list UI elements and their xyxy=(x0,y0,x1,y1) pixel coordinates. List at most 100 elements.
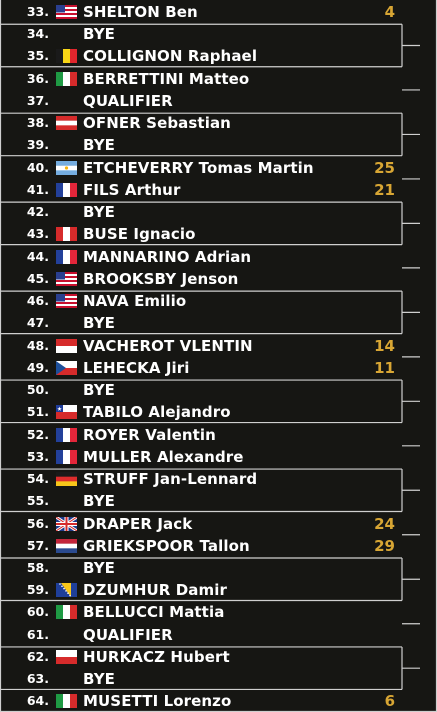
seed-number: 11 xyxy=(374,358,395,377)
usa-flag xyxy=(56,5,77,19)
draw-position: 54. xyxy=(26,471,49,487)
draw-position: 39. xyxy=(26,137,49,153)
bye-slot: BYE xyxy=(83,25,116,44)
player-name: LEHECKA Jiri xyxy=(83,358,190,377)
draw-position: 63. xyxy=(26,671,49,687)
player-name: MULLER Alexandre xyxy=(83,447,244,466)
draw-row: 46. NAVA Emilio xyxy=(0,290,437,312)
draw-row: 49. LEHECKA Jiri 11 xyxy=(0,357,437,379)
draw-position: 35. xyxy=(26,48,49,64)
peru-flag xyxy=(56,227,77,242)
draw-position: 37. xyxy=(26,92,49,108)
draw-row: 64. MUSETTI Lorenzo 6 xyxy=(0,690,437,712)
draw-position: 48. xyxy=(26,337,49,353)
draw-row: 36. BERRETTINI Matteo xyxy=(0,68,437,90)
draw-row: 50. BYE xyxy=(0,379,437,401)
draw-row: 45. BROOKSBY Jenson xyxy=(0,268,437,290)
italy-flag xyxy=(56,605,77,620)
draw-row: 39. BYE xyxy=(0,134,437,156)
draw-position: 52. xyxy=(26,426,49,442)
player-name: NAVA Emilio xyxy=(83,292,187,311)
draw-position: 34. xyxy=(26,26,49,42)
draw-row: 55. BYE xyxy=(0,490,437,512)
player-name: DRAPER Jack xyxy=(83,514,193,533)
draw-row: 54. STRUFF Jan-Lennard xyxy=(0,468,437,490)
draw-position: 50. xyxy=(26,382,49,398)
player-name: COLLIGNON Raphael xyxy=(83,47,258,66)
player-name: OFNER Sebastian xyxy=(83,114,231,133)
seed-number: 4 xyxy=(384,3,395,21)
draw-row: 62. HURKACZ Hubert xyxy=(0,646,437,668)
france-flag xyxy=(56,449,77,464)
draw-row: 37. QUALIFIER xyxy=(0,90,437,112)
draw-row: 61. QUALIFIER xyxy=(0,624,437,646)
czech-flag xyxy=(56,360,77,375)
seed-number: 14 xyxy=(374,336,395,355)
player-name: ETCHEVERRY Tomas Martin xyxy=(83,158,314,177)
player-name: STRUFF Jan-Lennard xyxy=(83,470,258,489)
draw-position: 41. xyxy=(26,181,49,197)
draw-position: 56. xyxy=(26,515,49,531)
player-name: ROYER Valentin xyxy=(83,425,216,444)
bye-slot: BYE xyxy=(83,670,116,689)
draw-position: 55. xyxy=(26,493,49,509)
player-name: BROOKSBY Jenson xyxy=(83,269,239,288)
player-name: BUSE Ignacio xyxy=(83,225,196,244)
netherlands-flag xyxy=(56,538,77,553)
draw-position: 58. xyxy=(26,560,49,575)
chile-flag xyxy=(56,405,77,420)
player-name: VACHEROT VLENTIN xyxy=(83,336,253,355)
austria-flag xyxy=(56,116,77,131)
draw-position: 44. xyxy=(26,248,49,264)
draw-row: 56. DRAPER Jack 24 xyxy=(0,513,437,535)
argentina-flag xyxy=(56,160,77,175)
seed-number: 24 xyxy=(374,514,395,533)
bye-slot: BYE xyxy=(83,492,116,511)
france-flag xyxy=(56,182,77,197)
seed-number: 25 xyxy=(374,158,395,177)
draw-position: 62. xyxy=(26,648,49,664)
seed-number: 21 xyxy=(374,180,395,199)
draw-row: 47. BYE xyxy=(0,312,437,334)
uk-flag xyxy=(56,516,77,531)
qualifier-slot: QUALIFIER xyxy=(83,91,173,110)
draw-position: 43. xyxy=(26,226,49,242)
draw-row: 41. FILS Arthur 21 xyxy=(0,179,437,201)
draw-position: 59. xyxy=(26,582,49,598)
player-name: SHELTON Ben xyxy=(83,3,198,21)
bosnia-flag xyxy=(56,583,77,598)
draw-row: 42. BYE xyxy=(0,201,437,223)
france-flag xyxy=(56,249,77,264)
draw-row: 57. GRIEKSPOOR Tallon 29 xyxy=(0,535,437,557)
draw-row: 40. ETCHEVERRY Tomas Martin 25 xyxy=(0,157,437,179)
draw-position: 38. xyxy=(26,115,49,131)
bye-slot: BYE xyxy=(83,314,116,333)
draw-row: 59. DZUMHUR Damir xyxy=(0,579,437,601)
poland-flag xyxy=(56,649,77,664)
usa-flag xyxy=(56,271,77,286)
draw-row: 63. BYE xyxy=(0,668,437,690)
player-name: GRIEKSPOOR Tallon xyxy=(83,536,250,555)
italy-flag xyxy=(56,694,77,709)
draw-position: 40. xyxy=(26,159,49,175)
bye-slot: BYE xyxy=(83,136,116,155)
draw-row: 38. OFNER Sebastian xyxy=(0,112,437,134)
bye-slot: BYE xyxy=(83,203,116,222)
draw-position: 64. xyxy=(26,693,49,709)
draw-position: 53. xyxy=(26,448,49,464)
player-name: BERRETTINI Matteo xyxy=(83,69,250,88)
italy-flag xyxy=(56,71,77,86)
draw-row: 34. BYE xyxy=(0,23,437,45)
draw-position: 61. xyxy=(26,626,49,642)
draw-position: 33. xyxy=(26,4,49,19)
player-name: MANNARINO Adrian xyxy=(83,247,252,266)
bye-slot: BYE xyxy=(83,559,116,577)
draw-position: 57. xyxy=(26,537,49,553)
player-name: HURKACZ Hubert xyxy=(83,647,230,666)
draw-row: 44. MANNARINO Adrian xyxy=(0,246,437,268)
player-name: FILS Arthur xyxy=(83,180,181,199)
player-name: DZUMHUR Damir xyxy=(83,581,227,600)
draw-position: 45. xyxy=(26,270,49,286)
bye-slot: BYE xyxy=(83,381,116,400)
monaco-flag xyxy=(56,338,77,353)
